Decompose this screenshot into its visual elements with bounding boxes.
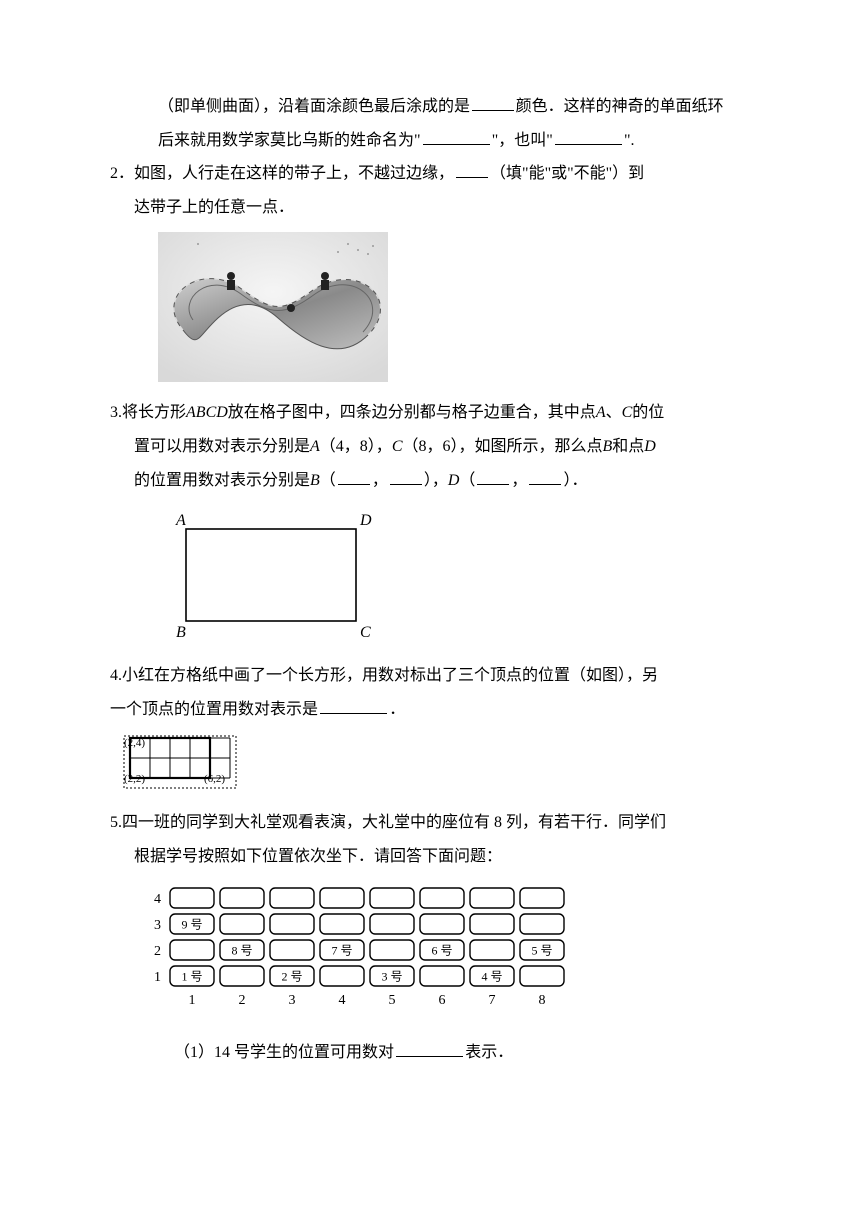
q2-text-2: 达带子上的任意一点． <box>134 199 294 216</box>
rect-label-c: C <box>360 624 371 641</box>
point-d: D <box>644 438 656 455</box>
q5-figure: 4 3 9 号 2 8 号 7 号 6 号 5 号 1 1 号 2 号 3 号 4 号 1 2 3 4 5 6 7 8 <box>142 882 750 1022</box>
blank[interactable] <box>320 698 387 714</box>
q3-t1b: 放在格子图中，四条边分别都与格子边重合，其中点 <box>228 404 596 421</box>
q5-sub1-b: 表示． <box>465 1044 513 1061</box>
svg-text:4 号: 4 号 <box>481 969 502 983</box>
svg-text:6: 6 <box>439 993 446 1008</box>
svg-text:1: 1 <box>154 970 161 985</box>
q3-line1: 3.将长方形ABCD放在格子图中，四条边分别都与格子边重合，其中点A、C的位 <box>110 396 750 430</box>
q3-t3a: 的位置用数对表示分别是 <box>134 472 310 489</box>
q5-sub1-a: （1）14 号学生的位置可用数对 <box>174 1044 394 1061</box>
blank[interactable] <box>338 469 370 485</box>
blank[interactable] <box>472 95 514 111</box>
q3-t1c: 、 <box>606 404 622 421</box>
q5-line2: 根据学号按照如下位置依次坐下．请回答下面问题： <box>110 840 750 874</box>
svg-text:(2,4): (2,4) <box>124 737 145 749</box>
q3-t3d: ）， <box>424 472 448 489</box>
svg-text:2 号: 2 号 <box>281 969 302 983</box>
q4-number: 4. <box>110 667 122 684</box>
q3-line3: 的位置用数对表示分别是B（，），D（，）． <box>110 464 750 498</box>
q3-t3e: （ <box>459 472 475 489</box>
svg-text:7 号: 7 号 <box>331 943 352 957</box>
svg-text:3: 3 <box>154 918 161 933</box>
svg-text:2: 2 <box>154 944 161 959</box>
q2-line2: 达带子上的任意一点． <box>110 191 750 225</box>
q3-t1d: 的位 <box>632 404 664 421</box>
svg-text:1 号: 1 号 <box>181 969 202 983</box>
q3-number: 3. <box>110 404 122 421</box>
blank[interactable] <box>529 469 561 485</box>
q2-line1: 2．如图，人行走在这样的带子上，不越过边缘， （填"能"或"不能"）到 <box>110 157 750 191</box>
q3-t2b: （4，8）， <box>320 438 392 455</box>
abcd-label: ABCD <box>186 404 228 421</box>
q3-t2d: 和点 <box>612 438 644 455</box>
point-a: A <box>596 404 606 421</box>
q1-text-2b: "，也叫" <box>492 132 553 149</box>
q2-text-1b: （填"能"或"不能"）到 <box>490 165 644 182</box>
q1-text-1b: 颜色．这样的神奇的单面纸环 <box>516 98 724 115</box>
rect-label-d: D <box>359 512 372 529</box>
q5-t1: 四一班的同学到大礼堂观看表演，大礼堂中的座位有 8 列，有若干行．同学们 <box>122 814 666 831</box>
q5-t2: 根据学号按照如下位置依次坐下．请回答下面问题： <box>134 848 502 865</box>
rect-label-a: A <box>175 512 186 529</box>
q4-line1: 4.小红在方格纸中画了一个长方形，用数对标出了三个顶点的位置（如图），另 <box>110 659 750 693</box>
blank[interactable] <box>396 1041 463 1057</box>
point-c: C <box>622 404 633 421</box>
svg-text:7: 7 <box>489 993 496 1008</box>
svg-text:4: 4 <box>339 993 346 1008</box>
q1-text-2a: 后来就用数学家莫比乌斯的姓命名为" <box>158 132 421 149</box>
q4-t1: 小红在方格纸中画了一个长方形，用数对标出了三个顶点的位置（如图），另 <box>122 667 658 684</box>
q5-line1: 5.四一班的同学到大礼堂观看表演，大礼堂中的座位有 8 列，有若干行．同学们 <box>110 806 750 840</box>
point-c2: C <box>392 438 403 455</box>
blank[interactable] <box>555 129 622 145</box>
q3-t3f: ）． <box>563 472 587 489</box>
svg-text:9 号: 9 号 <box>181 917 202 931</box>
q3-t3b: （ <box>320 472 336 489</box>
q2-figure <box>158 232 750 382</box>
svg-text:3 号: 3 号 <box>381 969 402 983</box>
q4-t2a: 一个顶点的位置用数对表示是 <box>110 701 318 718</box>
blank[interactable] <box>477 469 509 485</box>
q3-t3c: ， <box>372 472 388 489</box>
point-d2: D <box>448 472 460 489</box>
svg-text:4: 4 <box>154 892 161 907</box>
point-b2: B <box>310 472 320 489</box>
q1-line1: （即单侧曲面），沿着面涂颜色最后涂成的是 颜色．这样的神奇的单面纸环 <box>110 90 750 124</box>
svg-text:5: 5 <box>389 993 396 1008</box>
q1-text-1a: （即单侧曲面），沿着面涂颜色最后涂成的是 <box>158 98 470 115</box>
q4-figure: (2,4) (2,2) (6,2) <box>118 734 750 792</box>
blank[interactable] <box>456 162 488 178</box>
q3-t2c: （8，6），如图所示，那么点 <box>402 438 602 455</box>
q3-t2a: 置可以用数对表示分别是 <box>134 438 310 455</box>
blank[interactable] <box>390 469 422 485</box>
svg-text:1: 1 <box>189 993 196 1008</box>
svg-text:6 号: 6 号 <box>431 943 452 957</box>
q5-sub1: （1）14 号学生的位置可用数对 表示． <box>110 1036 750 1070</box>
q4-line2: 一个顶点的位置用数对表示是 ． <box>110 693 750 727</box>
q5-number: 5. <box>110 814 122 831</box>
q3-t3c2: ， <box>511 472 527 489</box>
q3-line2: 置可以用数对表示分别是A（4，8），C（8，6），如图所示，那么点B和点D <box>110 430 750 464</box>
q1-text-2c: ". <box>624 132 635 149</box>
point-b: B <box>603 438 613 455</box>
q3-t1a: 将长方形 <box>122 404 186 421</box>
svg-text:(2,2): (2,2) <box>124 773 145 785</box>
q2-number: 2． <box>110 165 134 182</box>
q4-t2b: ． <box>389 701 405 718</box>
q2-text-1a: 如图，人行走在这样的带子上，不越过边缘， <box>134 165 454 182</box>
svg-text:3: 3 <box>289 993 296 1008</box>
svg-text:8 号: 8 号 <box>231 943 252 957</box>
svg-text:8: 8 <box>539 993 546 1008</box>
q3-figure: A D B C <box>158 505 750 645</box>
svg-text:2: 2 <box>239 993 246 1008</box>
rect-label-b: B <box>176 624 186 641</box>
blank[interactable] <box>423 129 490 145</box>
svg-text:5 号: 5 号 <box>531 943 552 957</box>
svg-text:(6,2): (6,2) <box>204 773 225 785</box>
q1-line2: 后来就用数学家莫比乌斯的姓命名为" "，也叫" ". <box>110 124 750 158</box>
point-a2: A <box>310 438 320 455</box>
